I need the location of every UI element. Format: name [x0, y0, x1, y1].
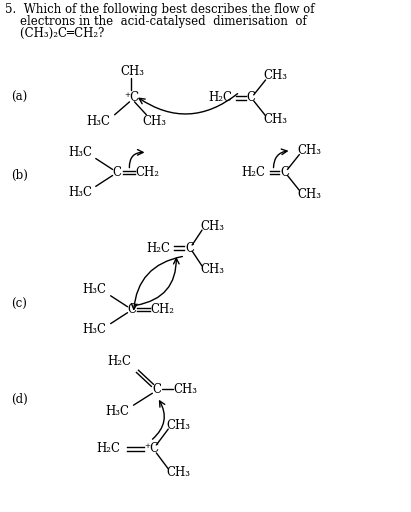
Text: 5.  Which of the following best describes the flow of: 5. Which of the following best describes… [5, 4, 315, 16]
Text: electrons in the  acid-catalysed  dimerisation  of: electrons in the acid-catalysed dimerisa… [5, 15, 307, 28]
Text: CH₃: CH₃ [298, 188, 321, 201]
Text: CH₃: CH₃ [143, 115, 166, 128]
Text: C: C [152, 383, 162, 396]
Text: H₃C: H₃C [87, 115, 111, 128]
Text: CH₃: CH₃ [263, 113, 288, 126]
Text: CH₃: CH₃ [263, 70, 288, 82]
Text: CH₃: CH₃ [120, 65, 145, 77]
Text: H₃C: H₃C [83, 283, 107, 296]
Text: H₃C: H₃C [68, 146, 92, 159]
Text: C: C [280, 166, 289, 179]
Text: H₃C: H₃C [68, 186, 92, 199]
Text: C: C [247, 91, 256, 104]
Text: CH₃: CH₃ [200, 264, 224, 276]
Text: (c): (c) [12, 298, 27, 311]
Text: CH₃: CH₃ [166, 419, 190, 432]
Text: CH₃: CH₃ [200, 220, 224, 232]
Text: ⁺C: ⁺C [125, 91, 140, 104]
Text: C: C [127, 303, 136, 316]
Text: (b): (b) [12, 169, 28, 182]
Text: C: C [113, 166, 122, 179]
Text: H₂C: H₂C [108, 355, 132, 368]
Text: CH₂: CH₂ [136, 166, 159, 179]
Text: H₃C: H₃C [83, 323, 107, 336]
Text: H₂C: H₂C [208, 91, 232, 104]
Text: H₃C: H₃C [106, 404, 130, 418]
Text: H₂C: H₂C [242, 166, 266, 179]
Text: H₂C: H₂C [97, 442, 121, 456]
Text: CH₃: CH₃ [166, 466, 190, 479]
Text: CH₃: CH₃ [173, 383, 197, 396]
Text: (d): (d) [12, 393, 28, 406]
Text: H₂C: H₂C [146, 242, 171, 254]
Text: (CH₃)₂C═CH₂?: (CH₃)₂C═CH₂? [5, 27, 105, 40]
Text: CH₃: CH₃ [298, 144, 321, 157]
Text: CH₂: CH₂ [150, 303, 174, 316]
Text: C: C [185, 242, 194, 254]
Text: ⁺C: ⁺C [144, 442, 159, 456]
Text: (a): (a) [12, 91, 28, 104]
